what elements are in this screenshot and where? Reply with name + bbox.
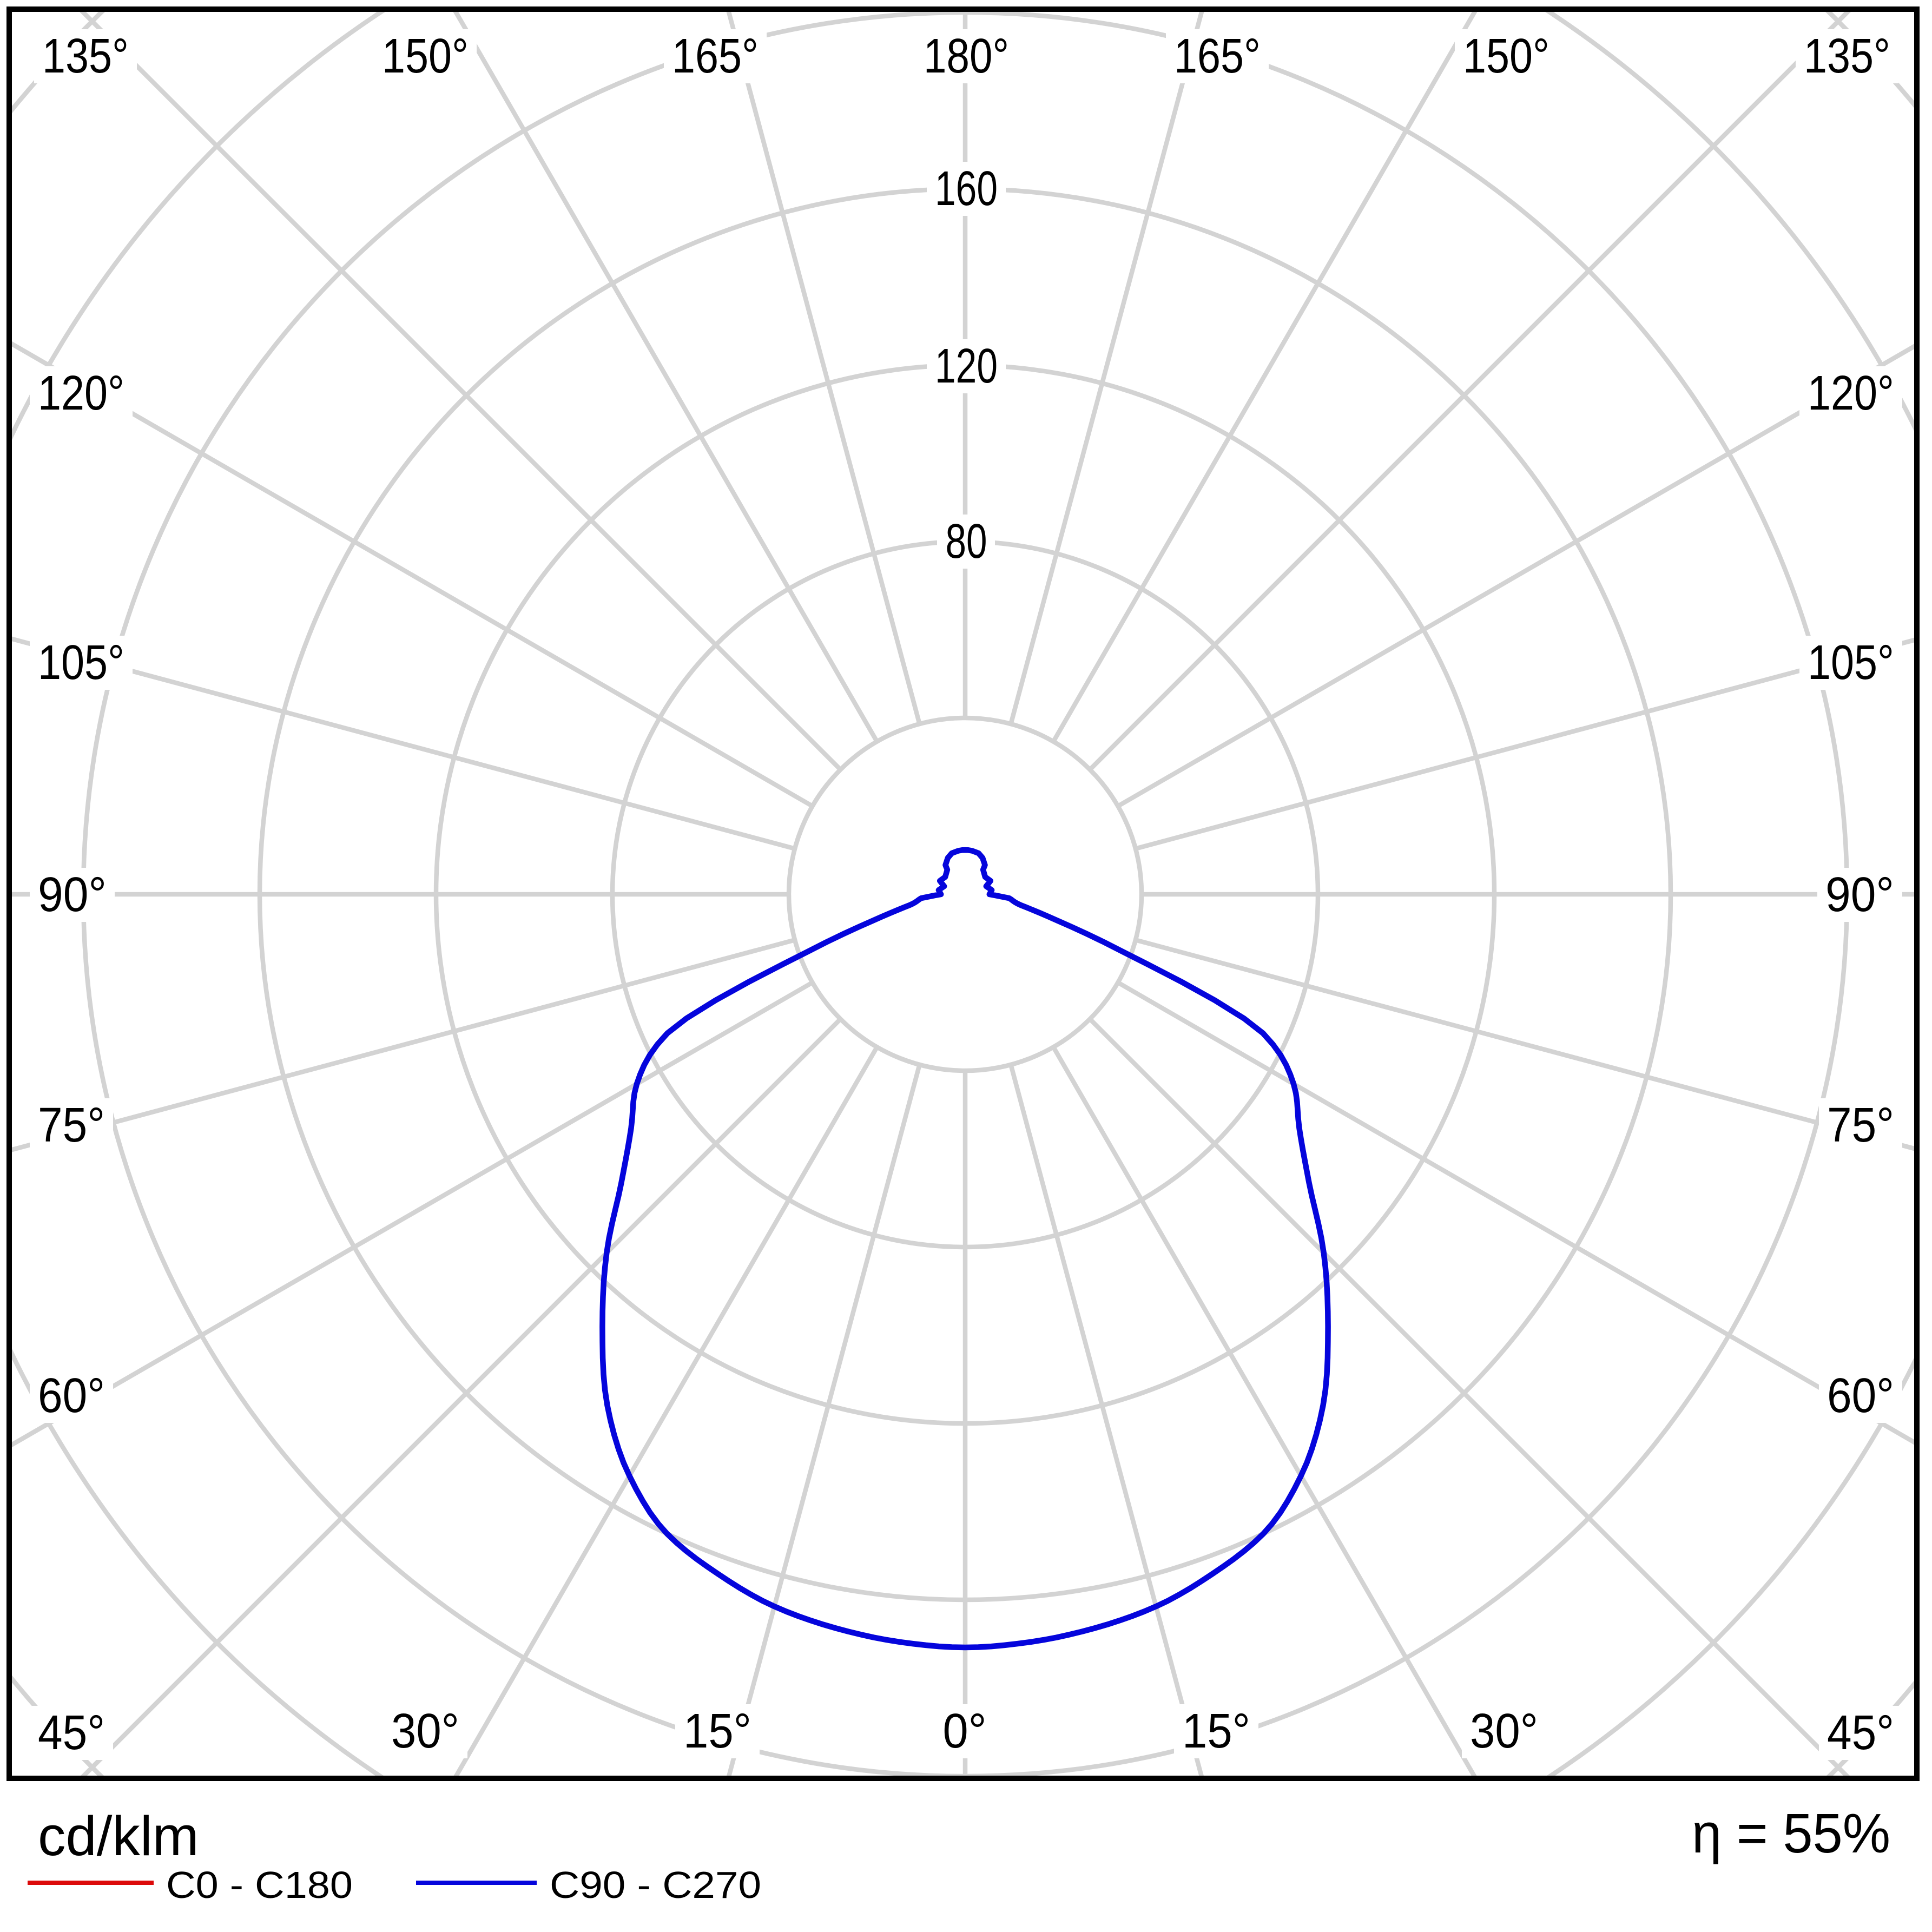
svg-text:150°: 150° xyxy=(1463,29,1549,83)
svg-text:80: 80 xyxy=(946,515,987,569)
svg-text:15°: 15° xyxy=(683,1704,751,1758)
svg-text:105°: 105° xyxy=(38,636,124,690)
svg-text:135°: 135° xyxy=(1804,29,1890,83)
svg-text:165°: 165° xyxy=(672,29,759,83)
svg-text:90°: 90° xyxy=(38,868,107,922)
svg-text:45°: 45° xyxy=(38,1706,105,1760)
svg-text:cd/klm: cd/klm xyxy=(38,1805,199,1867)
svg-text:150°: 150° xyxy=(382,29,469,83)
svg-text:60°: 60° xyxy=(1827,1369,1894,1423)
svg-text:45°: 45° xyxy=(1827,1706,1894,1760)
svg-text:0°: 0° xyxy=(943,1704,987,1758)
svg-text:C0 - C180: C0 - C180 xyxy=(166,1864,353,1906)
svg-text:30°: 30° xyxy=(391,1704,459,1758)
svg-text:75°: 75° xyxy=(1827,1098,1894,1152)
svg-text:165°: 165° xyxy=(1174,29,1261,83)
svg-text:105°: 105° xyxy=(1808,636,1894,690)
svg-text:160: 160 xyxy=(935,162,998,216)
svg-text:C90 - C270: C90 - C270 xyxy=(550,1864,761,1906)
svg-text:15°: 15° xyxy=(1182,1704,1250,1758)
svg-text:30°: 30° xyxy=(1470,1704,1538,1758)
svg-text:60°: 60° xyxy=(38,1369,105,1423)
svg-text:135°: 135° xyxy=(42,29,129,83)
svg-text:75°: 75° xyxy=(38,1098,105,1152)
svg-text:90°: 90° xyxy=(1825,868,1894,922)
svg-text:120°: 120° xyxy=(1808,366,1894,420)
svg-text:180°: 180° xyxy=(924,29,1009,83)
svg-text:120: 120 xyxy=(935,339,998,393)
svg-text:η = 55%: η = 55% xyxy=(1692,1802,1890,1864)
svg-text:120°: 120° xyxy=(38,366,124,420)
